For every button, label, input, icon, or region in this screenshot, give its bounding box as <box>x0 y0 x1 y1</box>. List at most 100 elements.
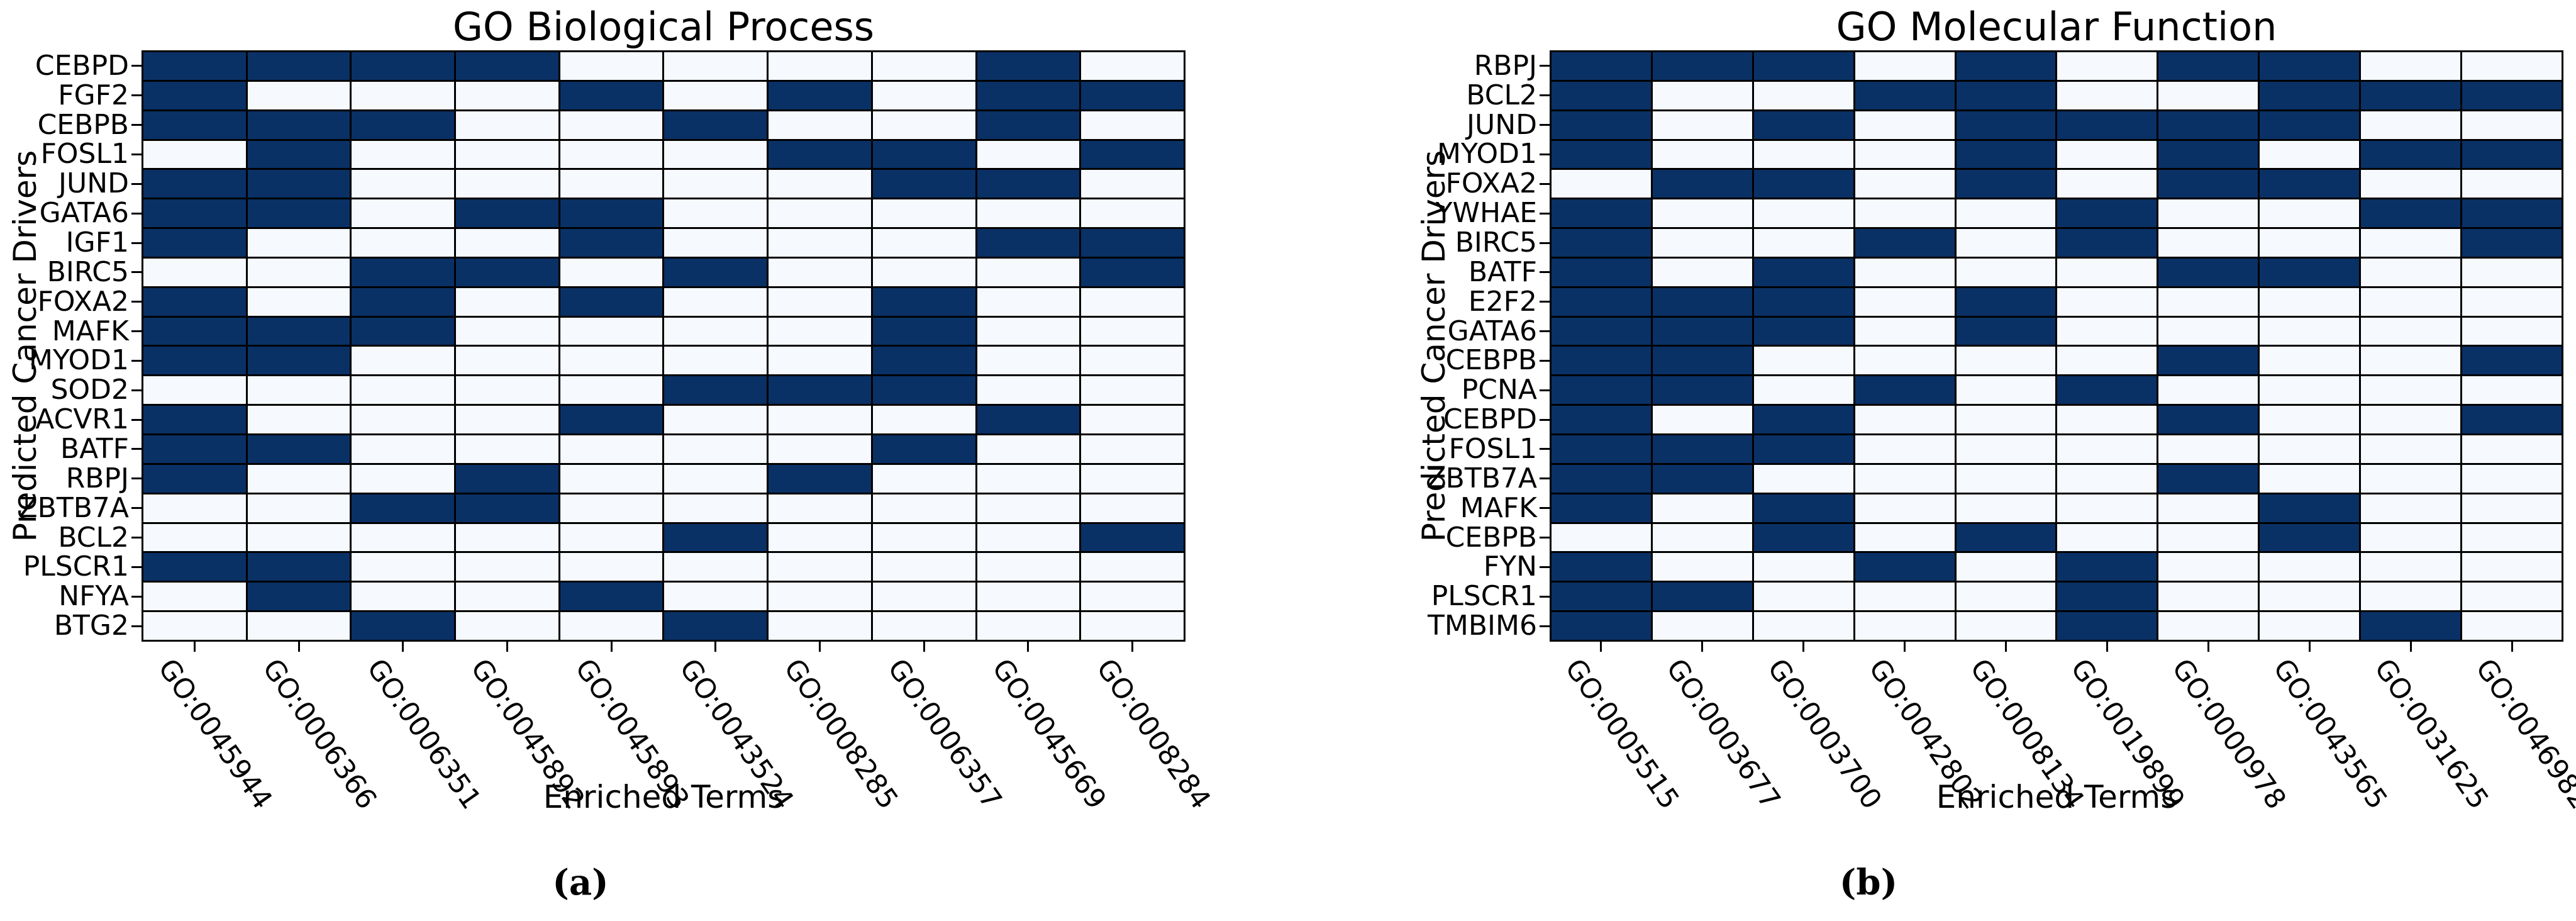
heatmap-cell <box>977 406 1080 434</box>
heatmap-cell <box>2260 583 2360 611</box>
heatmap-cell <box>143 553 246 581</box>
x-tick <box>2511 642 2513 652</box>
y-tick-label: CEBPB <box>1445 521 1537 554</box>
heatmap-cell <box>664 111 767 139</box>
heatmap-cell <box>2361 406 2461 434</box>
heatmap-cell <box>769 229 871 257</box>
heatmap-cell <box>1956 111 2056 139</box>
heatmap-cell <box>2158 494 2258 522</box>
heatmap-cell <box>560 258 663 286</box>
heatmap-cell <box>2057 140 2157 169</box>
heatmap-cell <box>2057 376 2157 405</box>
y-tick-label: E2F2 <box>1468 285 1537 318</box>
y-tick <box>1540 566 1550 568</box>
y-tick-label: BIRC5 <box>1455 226 1537 259</box>
heatmap-cell <box>456 140 558 169</box>
heatmap-cell <box>2462 111 2562 139</box>
heatmap-cell <box>143 170 246 198</box>
y-tick <box>131 418 142 421</box>
y-tick-label: FOXA2 <box>37 285 129 318</box>
heatmap-cell <box>1753 583 1853 611</box>
heatmap-cell <box>2158 52 2258 80</box>
heatmap-cell <box>1855 523 1955 552</box>
y-tick <box>1540 153 1550 155</box>
heatmap-cell <box>664 464 767 493</box>
heatmap-cell <box>769 140 871 169</box>
heatmap-cell <box>2361 258 2461 286</box>
heatmap-cell <box>1552 170 1651 198</box>
heatmap-cell <box>2057 494 2157 522</box>
heatmap-cell <box>2462 140 2562 169</box>
heatmap-cell <box>560 494 663 522</box>
heatmap-cell <box>1753 258 1853 286</box>
chart-title-a: GO Biological Process <box>452 4 875 50</box>
heatmap-cell <box>2158 406 2258 434</box>
heatmap-cell <box>2260 494 2360 522</box>
heatmap-cell <box>769 406 871 434</box>
heatmap-cell <box>1855 464 1955 493</box>
heatmap-cell <box>1552 406 1651 434</box>
heatmap-cell <box>872 553 975 581</box>
heatmap-cell <box>247 406 350 434</box>
heatmap-cell <box>1753 111 1853 139</box>
heatmap-cell <box>2158 553 2258 581</box>
heatmap-cell <box>2057 435 2157 463</box>
y-tick <box>131 566 142 568</box>
y-tick <box>1540 359 1550 362</box>
y-tick <box>131 182 142 185</box>
heatmap-cell <box>1753 553 1853 581</box>
heatmap-cell <box>1753 494 1853 522</box>
heatmap-cell <box>352 347 455 375</box>
heatmap-cell <box>2260 612 2360 640</box>
y-tick-label: JUND <box>58 167 129 200</box>
heatmap-cell <box>247 494 350 522</box>
heatmap-cell <box>977 170 1080 198</box>
heatmap-cell <box>769 52 871 80</box>
heatmap-cell <box>664 317 767 345</box>
heatmap-cell <box>1956 435 2056 463</box>
subfigure-caption-a: (a) <box>552 862 609 903</box>
heatmap-cell <box>1652 229 1752 257</box>
heatmap-cell <box>1956 287 2056 316</box>
heatmap-cell <box>352 523 455 552</box>
heatmap-cell <box>2260 170 2360 198</box>
y-tick <box>131 477 142 480</box>
y-tick <box>131 65 142 67</box>
heatmap-cell <box>456 464 558 493</box>
y-tick-label: RBPJ <box>65 462 129 494</box>
heatmap-cell <box>247 111 350 139</box>
y-tick <box>1540 448 1550 450</box>
heatmap-cell <box>1552 583 1651 611</box>
heatmap-cell <box>664 81 767 109</box>
y-tick <box>131 359 142 362</box>
heatmap-cell <box>769 376 871 405</box>
heatmap-cell <box>247 258 350 286</box>
heatmap-cell <box>1552 376 1651 405</box>
heatmap-cell <box>1855 583 1955 611</box>
heatmap-cell <box>769 494 871 522</box>
y-tick-label: PLSCR1 <box>1431 580 1537 613</box>
heatmap-cell <box>352 170 455 198</box>
heatmap-cell <box>2361 553 2461 581</box>
heatmap-cell <box>1855 347 1955 375</box>
x-tick <box>2106 642 2108 652</box>
heatmap-cell <box>1552 52 1651 80</box>
heatmap-cell <box>2260 199 2360 228</box>
y-tick-label: SOD2 <box>50 374 129 406</box>
y-tick <box>1540 271 1550 274</box>
heatmap-cell <box>247 464 350 493</box>
heatmap-cell <box>2462 287 2562 316</box>
heatmap-cell <box>1956 553 2056 581</box>
heatmap-cell <box>1753 199 1853 228</box>
heatmap-cell <box>2057 464 2157 493</box>
x-axis-title-b: Enriched Terms <box>1936 779 2177 815</box>
heatmap-cell <box>1081 258 1184 286</box>
heatmap-cell <box>1652 523 1752 552</box>
heatmap-cell <box>2057 287 2157 316</box>
heatmap-cell <box>1081 317 1184 345</box>
heatmap-cell <box>560 229 663 257</box>
heatmap-cell <box>872 287 975 316</box>
heatmap-cell <box>1552 81 1651 109</box>
heatmap-cell <box>1552 258 1651 286</box>
